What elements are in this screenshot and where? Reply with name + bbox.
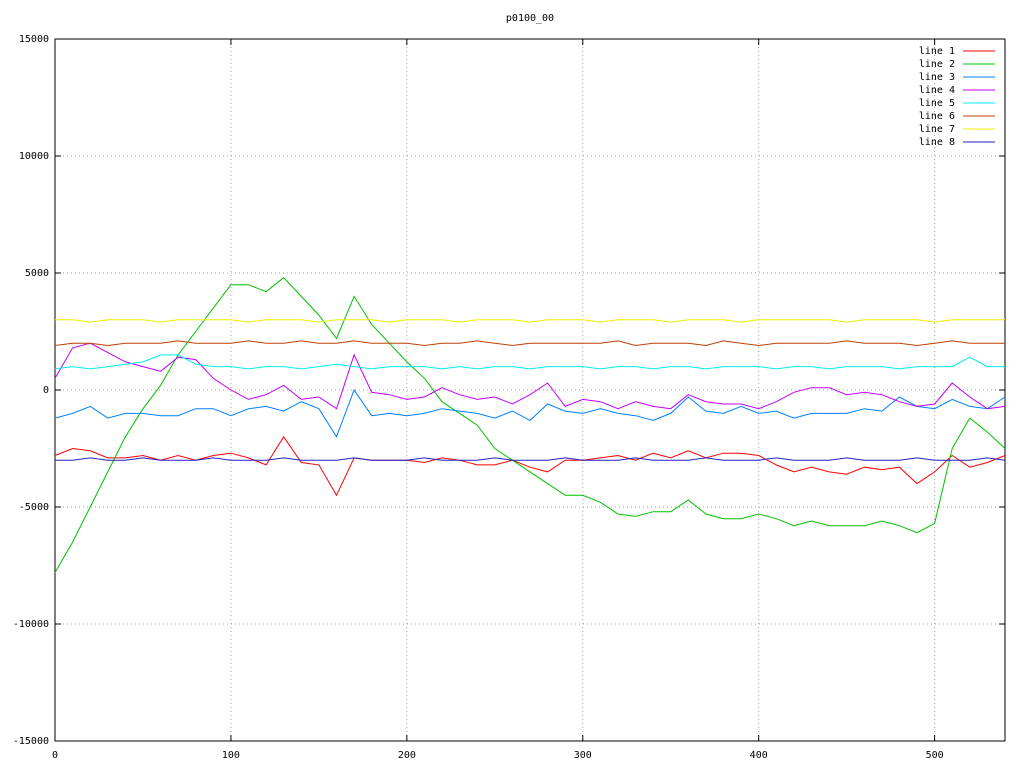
legend-label: line 1: [919, 46, 955, 57]
x-tick-label: 0: [52, 750, 58, 761]
data-line: [54, 340, 1005, 347]
data-line: [54, 388, 1006, 438]
data-line: [55, 457, 1006, 461]
legend-label: line 4: [919, 85, 955, 96]
y-tick-label: 15000: [19, 34, 49, 45]
x-tick-label: 500: [926, 750, 944, 761]
y-tick-label: -10000: [13, 619, 49, 630]
x-tick-label: 400: [750, 750, 768, 761]
x-tick-label: 100: [222, 750, 240, 761]
x-tick-label: 200: [398, 750, 416, 761]
data-line: [54, 354, 1005, 370]
y-tick-label: 5000: [25, 268, 49, 279]
data-line: [54, 277, 1006, 573]
legend-label: line 7: [919, 124, 955, 135]
y-tick-label: 10000: [19, 151, 49, 162]
data-line: [54, 342, 1006, 410]
x-tick-label: 300: [574, 750, 592, 761]
y-tick-label: -5000: [19, 502, 49, 513]
chart-title: p0100_00: [506, 13, 554, 24]
y-tick-label: -15000: [13, 736, 49, 747]
legend-label: line 5: [919, 98, 955, 109]
legend-label: line 3: [919, 72, 955, 83]
legend-label: line 8: [919, 137, 955, 148]
legend-label: line 6: [919, 111, 955, 122]
data-line: [54, 435, 1006, 497]
y-tick-label: 0: [43, 385, 49, 396]
plot-frame: [54, 38, 1006, 742]
data-line: [55, 319, 1005, 323]
legend-label: line 2: [919, 59, 955, 70]
